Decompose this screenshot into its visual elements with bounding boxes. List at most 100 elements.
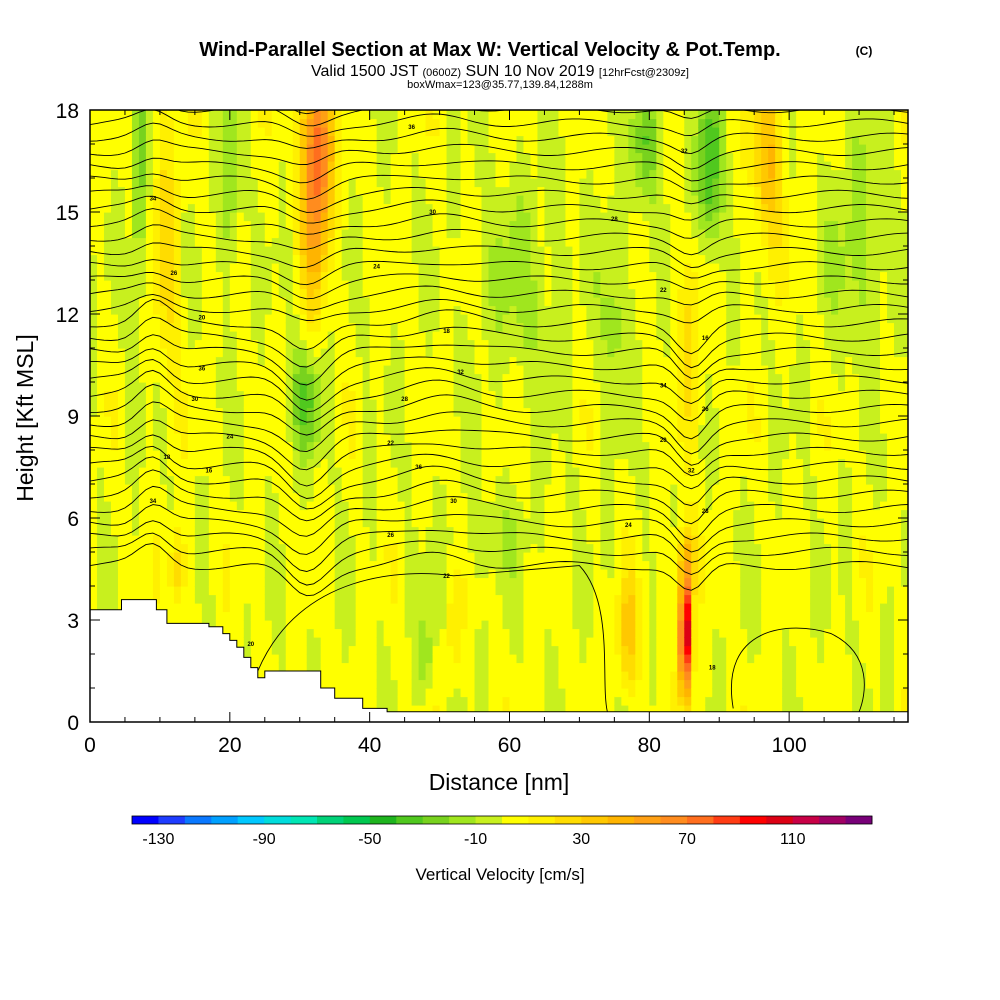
velocity-cell — [439, 169, 448, 179]
velocity-cell — [453, 467, 462, 477]
velocity-cell — [236, 144, 245, 154]
velocity-cell — [348, 654, 357, 664]
velocity-cell — [565, 212, 574, 222]
velocity-cell — [488, 348, 497, 358]
velocity-cell — [194, 407, 203, 417]
velocity-cell — [166, 518, 175, 528]
velocity-cell — [327, 144, 336, 154]
velocity-cell — [509, 314, 518, 324]
velocity-cell — [250, 254, 259, 264]
velocity-cell — [544, 484, 553, 494]
velocity-cell — [173, 399, 182, 409]
velocity-cell — [299, 152, 308, 162]
velocity-cell — [467, 339, 476, 349]
velocity-cell — [215, 560, 224, 570]
velocity-cell — [411, 339, 420, 349]
velocity-cell — [558, 169, 567, 179]
velocity-cell — [565, 356, 574, 366]
velocity-cell — [201, 186, 210, 196]
velocity-cell — [229, 144, 238, 154]
velocity-cell — [194, 203, 203, 213]
velocity-cell — [201, 594, 210, 604]
velocity-cell — [320, 577, 329, 587]
velocity-cell — [334, 399, 343, 409]
velocity-cell — [201, 118, 210, 128]
velocity-cell — [516, 467, 525, 477]
velocity-cell — [390, 569, 399, 579]
velocity-cell — [397, 458, 406, 468]
velocity-cell — [145, 348, 154, 358]
velocity-cell — [390, 577, 399, 587]
velocity-cell — [481, 220, 490, 230]
velocity-cell — [558, 348, 567, 358]
velocity-cell — [166, 178, 175, 188]
velocity-cell — [446, 645, 455, 655]
velocity-cell — [572, 569, 580, 579]
velocity-cell — [432, 594, 441, 604]
velocity-cell — [215, 603, 224, 613]
velocity-cell — [425, 161, 434, 171]
velocity-cell — [215, 254, 224, 264]
velocity-cell — [467, 178, 476, 188]
velocity-cell — [530, 305, 539, 315]
velocity-cell — [488, 518, 497, 528]
velocity-cell — [411, 535, 420, 545]
velocity-cell — [110, 603, 119, 613]
velocity-cell — [530, 654, 539, 664]
velocity-cell — [313, 484, 322, 494]
velocity-cell — [439, 679, 448, 689]
velocity-cell — [313, 662, 322, 672]
velocity-cell — [327, 407, 336, 417]
velocity-cell — [551, 263, 560, 273]
velocity-cell — [145, 518, 154, 528]
velocity-cell — [313, 569, 322, 579]
velocity-cell — [348, 603, 357, 613]
velocity-cell — [229, 560, 238, 570]
velocity-cell — [327, 424, 336, 434]
velocity-cell — [572, 577, 580, 587]
velocity-cell — [159, 450, 168, 460]
velocity-cell — [117, 356, 126, 366]
velocity-cell — [460, 450, 469, 460]
velocity-cell — [201, 467, 210, 477]
velocity-cell — [327, 662, 336, 672]
velocity-cell — [341, 407, 350, 417]
velocity-cell — [327, 501, 336, 511]
velocity-cell — [159, 509, 168, 519]
velocity-cell — [320, 382, 329, 392]
velocity-cell — [313, 297, 322, 307]
velocity-cell — [257, 322, 266, 332]
velocity-cell — [229, 450, 238, 460]
velocity-cell — [341, 560, 350, 570]
velocity-cell — [418, 186, 427, 196]
velocity-cell — [306, 535, 315, 545]
velocity-cell — [439, 280, 448, 290]
velocity-cell — [229, 348, 238, 358]
velocity-cell — [145, 407, 154, 417]
velocity-cell — [432, 220, 441, 230]
velocity-cell — [229, 586, 238, 596]
velocity-cell — [523, 620, 532, 630]
velocity-cell — [502, 280, 511, 290]
velocity-cell — [425, 628, 434, 638]
velocity-cell — [376, 373, 385, 383]
velocity-cell — [355, 220, 364, 230]
velocity-cell — [320, 484, 329, 494]
velocity-cell — [257, 620, 266, 630]
velocity-cell — [201, 509, 210, 519]
velocity-cell — [439, 424, 448, 434]
velocity-cell — [404, 671, 413, 681]
velocity-cell — [341, 501, 350, 511]
velocity-cell — [558, 628, 567, 638]
velocity-cell — [341, 152, 350, 162]
velocity-cell — [341, 586, 350, 596]
velocity-cell — [453, 569, 462, 579]
velocity-cell — [271, 450, 280, 460]
velocity-cell — [565, 203, 574, 213]
velocity-cell — [467, 637, 476, 647]
velocity-cell — [481, 654, 490, 664]
velocity-cell — [425, 688, 434, 698]
velocity-cell — [90, 237, 98, 247]
velocity-cell — [481, 560, 490, 570]
velocity-cell — [313, 203, 322, 213]
